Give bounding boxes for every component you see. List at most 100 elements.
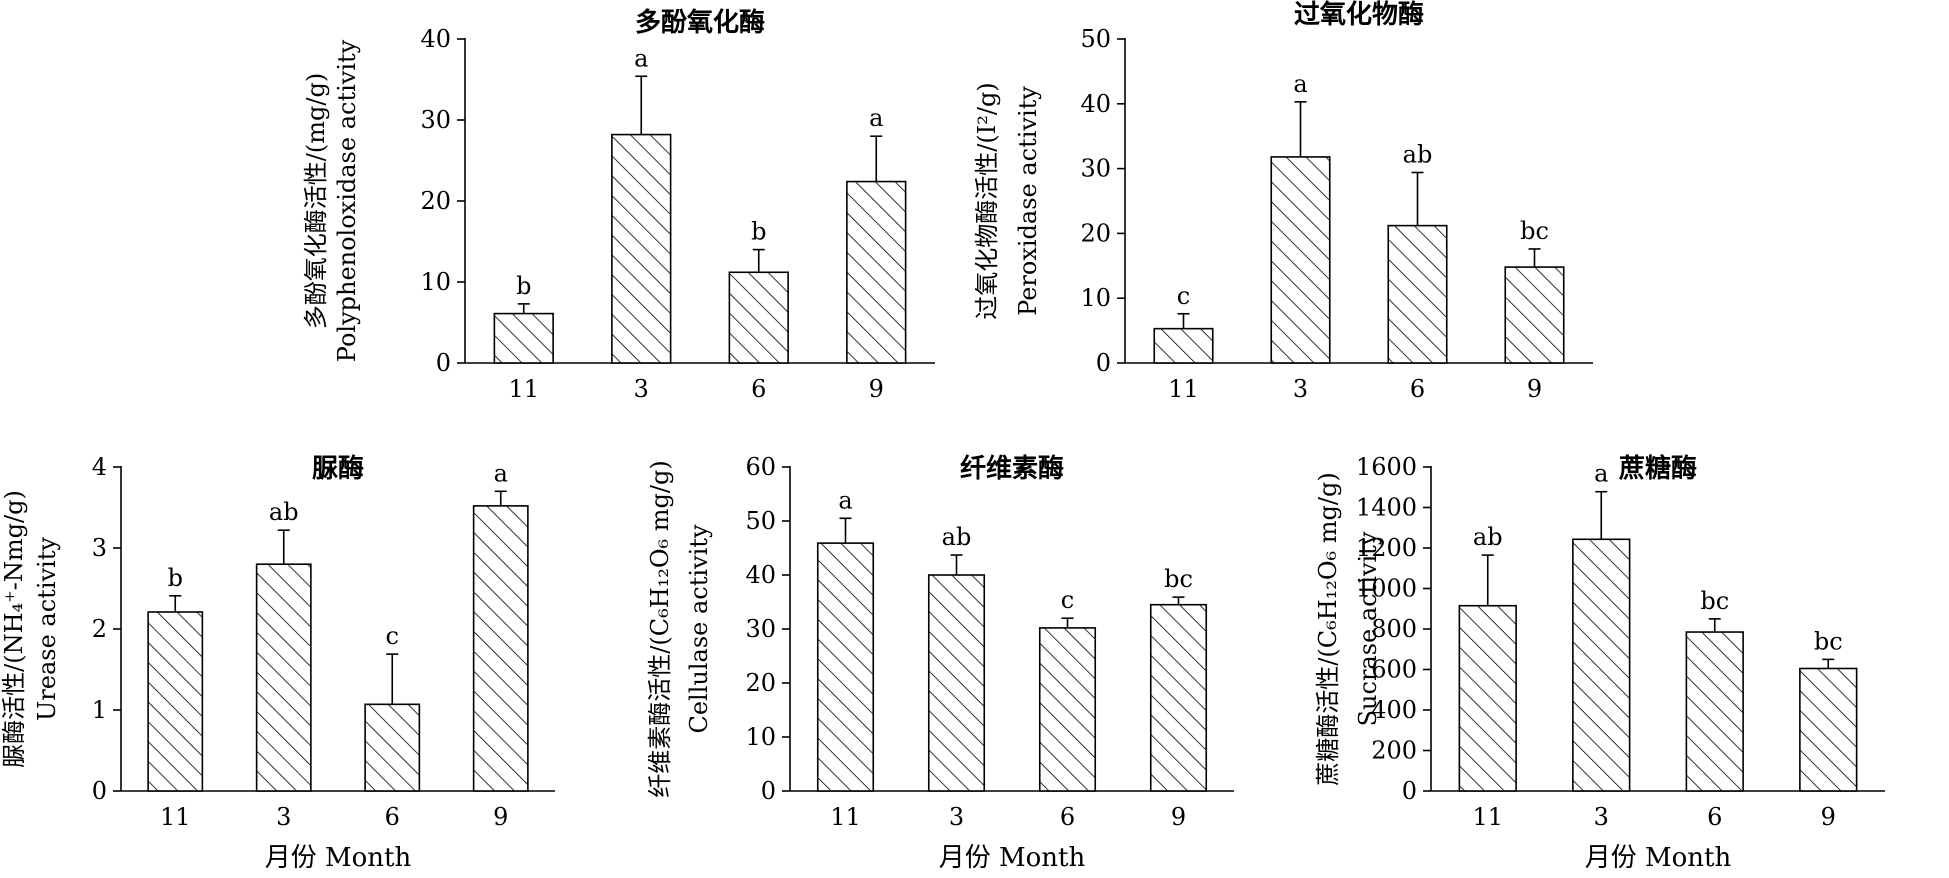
- y-tick-label: 10: [745, 723, 776, 751]
- y-tick-label: 10: [420, 268, 451, 296]
- chart-title: 纤维素酶: [960, 453, 1064, 484]
- x-tick-label: 6: [1707, 803, 1722, 831]
- y-axis-label-english: Sucrase activity: [1354, 531, 1382, 726]
- bar: [1038, 627, 1097, 792]
- y-tick-label: 30: [745, 615, 776, 643]
- y-axis-label: 过氧化物酶活性/(I²/g): [973, 82, 1001, 319]
- bar: [1799, 667, 1858, 792]
- significance-letter: ab: [1403, 140, 1433, 168]
- significance-letter: a: [838, 486, 852, 514]
- y-tick-label: 20: [420, 187, 451, 215]
- y-tick-label: 60: [745, 453, 776, 481]
- significance-letter: a: [1594, 460, 1608, 488]
- x-tick-label: 11: [1168, 375, 1199, 403]
- y-tick-label: 0: [1096, 349, 1111, 377]
- x-tick-label: 6: [1410, 375, 1425, 403]
- y-tick-label: 800: [1371, 615, 1417, 643]
- y-tick-label: 40: [1080, 90, 1111, 118]
- bar: [472, 505, 529, 792]
- x-tick-label: 9: [869, 375, 884, 403]
- panel-4: 0 200 400 600 800 1000 1200 1400 1600 ab 11 a 3 bc 6 bc…: [1314, 453, 1885, 873]
- bar: [1504, 266, 1565, 364]
- y-tick-label: 0: [1402, 777, 1417, 805]
- y-axis-label: 脲酶活性/(NH₄⁺-Nmg/g): [0, 490, 28, 768]
- significance-letter: c: [386, 622, 399, 650]
- y-tick-label: 3: [92, 534, 107, 562]
- bar: [1685, 631, 1744, 792]
- y-tick-label: 30: [420, 106, 451, 134]
- x-tick-label: 9: [493, 803, 508, 831]
- x-axis-label: 月份 Month: [265, 843, 412, 873]
- x-tick-label: 11: [830, 803, 861, 831]
- y-tick-label: 4: [92, 453, 107, 481]
- y-tick-label: 1400: [1356, 494, 1417, 522]
- x-tick-label: 3: [949, 803, 964, 831]
- x-axis-label: 月份 Month: [1585, 843, 1732, 873]
- x-tick-label: 11: [160, 803, 191, 831]
- significance-letter: ab: [1473, 523, 1503, 551]
- significance-letter: ab: [942, 523, 972, 551]
- x-tick-label: 3: [1594, 803, 1609, 831]
- bar: [255, 563, 312, 792]
- x-tick-label: 9: [1821, 803, 1836, 831]
- significance-letter: ab: [269, 498, 299, 526]
- bar: [728, 271, 789, 364]
- y-tick-label: 1000: [1356, 575, 1417, 603]
- significance-letter: c: [1061, 586, 1074, 614]
- x-tick-label: 9: [1171, 803, 1186, 831]
- significance-letter: a: [494, 459, 508, 487]
- significance-letter: b: [516, 272, 531, 300]
- x-tick-label: 9: [1527, 375, 1542, 403]
- y-tick-label: 200: [1371, 737, 1417, 765]
- panel-1: 0 10 20 30 40 50 c 11 a 3 ab 6 bc 9 过氧化物酶过氧化物酶活性/(I²/g…: [973, 0, 1593, 403]
- bar: [1572, 538, 1631, 792]
- y-axis-label-english: Cellulase activity: [685, 524, 713, 733]
- chart-title: 蔗糖酶: [1619, 453, 1697, 484]
- x-tick-label: 3: [1293, 375, 1308, 403]
- chart-title: 脲酶: [312, 454, 364, 484]
- significance-letter: bc: [1520, 217, 1549, 245]
- x-axis-label: 月份 Month: [939, 843, 1086, 873]
- x-tick-label: 3: [634, 375, 649, 403]
- bar: [493, 312, 554, 364]
- y-axis-label: 蔗糖酶活性/(C₆H₁₂O₆ mg/g): [1314, 472, 1342, 785]
- chart-title: 多酚氧化酶: [635, 8, 765, 38]
- y-tick-label: 20: [1080, 219, 1111, 247]
- bar: [1153, 327, 1214, 364]
- bar: [1458, 604, 1517, 792]
- y-axis-label-english: Urease activity: [33, 537, 61, 721]
- y-tick-label: 1: [92, 696, 107, 724]
- bar: [1149, 603, 1208, 792]
- significance-letter: a: [1293, 70, 1307, 98]
- significance-letter: c: [1177, 282, 1190, 310]
- bar: [816, 542, 875, 792]
- y-axis-label-english: Polyphenoloxidase activity: [333, 39, 361, 362]
- significance-letter: b: [168, 564, 183, 592]
- bar: [927, 574, 986, 792]
- x-tick-label: 11: [508, 375, 539, 403]
- bar: [1270, 156, 1331, 364]
- panel-3: 0 10 20 30 40 50 60 a 11 ab 3 c 6 bc 9 纤维素酶 纤维素酶活性/(C₆H₁…: [646, 453, 1234, 873]
- y-tick-label: 40: [745, 561, 776, 589]
- y-tick-label: 50: [745, 507, 776, 535]
- y-tick-label: 600: [1371, 656, 1417, 684]
- bar: [1387, 224, 1448, 364]
- y-tick-label: 20: [745, 669, 776, 697]
- x-tick-label: 3: [276, 803, 291, 831]
- y-axis-label-english: Peroxidase activity: [1014, 86, 1042, 316]
- x-tick-label: 11: [1472, 803, 1503, 831]
- y-tick-label: 1600: [1356, 453, 1417, 481]
- chart-title: 过氧化物酶: [1294, 0, 1424, 30]
- significance-letter: b: [751, 218, 766, 246]
- y-tick-label: 1200: [1356, 534, 1417, 562]
- y-tick-label: 0: [436, 349, 451, 377]
- bar: [364, 703, 421, 792]
- bar: [147, 611, 204, 792]
- bar: [611, 133, 672, 364]
- y-tick-label: 30: [1080, 155, 1111, 183]
- y-axis-label: 纤维素酶活性/(C₆H₁₂O₆ mg/g): [646, 460, 674, 797]
- y-tick-label: 2: [92, 615, 107, 643]
